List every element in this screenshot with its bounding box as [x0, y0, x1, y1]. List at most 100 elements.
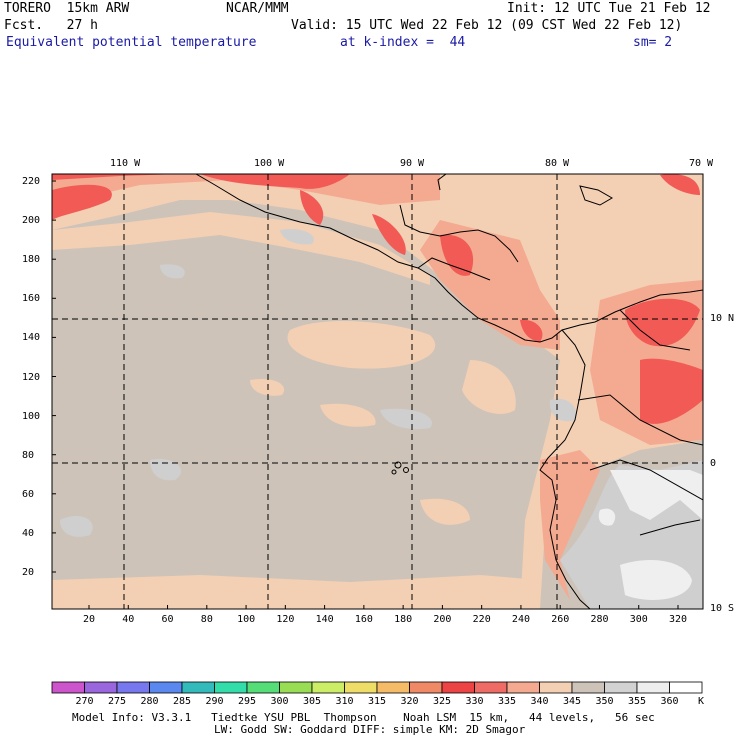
field-region-red: [300, 190, 324, 225]
field-region-grey: [160, 264, 185, 279]
colorbar-unit: K: [698, 696, 705, 707]
colorbar-cell: [51, 681, 85, 694]
lat-label: 0: [710, 458, 717, 469]
x-tick-label: 100: [237, 614, 256, 625]
y-tick-label: 40: [22, 527, 35, 539]
axis-ticks: [52, 180, 679, 609]
lon-label: 110 W: [110, 158, 141, 169]
coastline: [437, 174, 447, 191]
colorbar-label: 330: [465, 696, 484, 707]
colorbar-label: 285: [173, 696, 192, 707]
smoothing-label: sm= 2: [633, 35, 673, 50]
map-field: [52, 174, 703, 609]
forecast-hour: Fcst. 27 h: [4, 18, 98, 33]
lat-label: 10 N: [710, 313, 735, 324]
field-region-peach: [420, 498, 470, 525]
x-tick-label: 40: [122, 614, 135, 625]
y-tick-label: 120: [22, 371, 41, 383]
field-region-peach: [250, 379, 285, 396]
colorbar-cell: [539, 681, 573, 694]
colorbar-cell: [669, 681, 703, 694]
coastlines: [195, 174, 703, 609]
border: [639, 519, 701, 536]
border: [619, 309, 691, 351]
lon-label: 100 W: [254, 158, 285, 169]
field-region-grey: [280, 228, 314, 245]
x-tick-label: 300: [629, 614, 648, 625]
colorbar-cell: [84, 681, 118, 694]
colorbar-cell: [571, 681, 605, 694]
field-region-red: [52, 174, 180, 180]
x-tick-label: 320: [669, 614, 688, 625]
level-index: at k-index = 44: [340, 35, 466, 50]
y-tick-label: 140: [22, 332, 41, 344]
lon-label: 90 W: [400, 158, 425, 169]
x-tick-label: 220: [472, 614, 491, 625]
colorbar-label: 310: [335, 696, 354, 707]
colorbar-cell: [279, 681, 313, 694]
field-region-red: [520, 319, 543, 342]
colorbar-label: 295: [238, 696, 257, 707]
y-tick-label: 80: [22, 449, 35, 461]
x-tick-label: 140: [315, 614, 334, 625]
field-region-grey: [380, 408, 432, 430]
field-region-peach: [52, 575, 540, 609]
colorbar-cell: [214, 681, 248, 694]
field-region-grey: [549, 398, 576, 422]
island: [391, 469, 397, 475]
field-region-red: [660, 174, 700, 195]
y-tick-label: 60: [22, 488, 35, 500]
graticule: [52, 174, 703, 609]
colorbar-cell: [376, 681, 410, 694]
x-tick-label: 240: [511, 614, 530, 625]
colorbar-cell: [149, 681, 183, 694]
field-region-peach: [320, 403, 376, 427]
x-tick-label: 160: [354, 614, 373, 625]
field-region-red: [640, 358, 703, 424]
field-region-peach: [287, 320, 436, 369]
colorbar-label: 350: [595, 696, 614, 707]
field-region-salmon: [540, 450, 600, 600]
y-tick-label: 100: [22, 410, 41, 422]
valid-time: Valid: 15 UTC Wed 22 Feb 12 (09 CST Wed …: [291, 18, 683, 33]
field-region-red: [625, 298, 700, 347]
border: [417, 257, 491, 281]
island: [394, 461, 402, 469]
field-region-red: [372, 214, 406, 255]
x-tick-label: 80: [200, 614, 213, 625]
field-region-peach: [52, 212, 430, 285]
colorbar-label: 275: [108, 696, 127, 707]
colorbar-label: 300: [270, 696, 289, 707]
coastline: [195, 174, 703, 343]
colorbar-label: 305: [303, 696, 322, 707]
field-region-white: [598, 508, 616, 526]
colorbar-cell: [474, 681, 508, 694]
colorbar-cell: [409, 681, 443, 694]
model-physics: LW: Godd SW: Goddard DIFF: simple KM: 2D…: [214, 723, 526, 736]
field-region-red: [440, 234, 474, 276]
border: [589, 459, 703, 501]
colorbar-label: 325: [433, 696, 452, 707]
org-label: NCAR/MMM: [226, 1, 289, 16]
field-region-red: [52, 184, 112, 220]
field-region-peach: [462, 360, 516, 414]
colorbar-label: 315: [368, 696, 387, 707]
colorbar-label: 345: [563, 696, 582, 707]
y-tick-label: 160: [22, 293, 41, 305]
init-time: Init: 12 UTC Tue 21 Feb 12: [507, 1, 711, 16]
lat-label: 10 S: [710, 603, 735, 614]
y-tick-label: 200: [22, 215, 41, 227]
colorbar-label: 280: [140, 696, 159, 707]
x-tick-label: 60: [161, 614, 174, 625]
x-tick-label: 280: [590, 614, 609, 625]
coastline: [539, 329, 591, 609]
colorbar-label: 335: [498, 696, 517, 707]
model-title: TORERO 15km ARW: [4, 1, 130, 16]
colorbar-cell: [506, 681, 540, 694]
colorbar-label: 320: [400, 696, 419, 707]
x-tick-label: 200: [433, 614, 452, 625]
colorbar-cell: [441, 681, 475, 694]
y-tick-label: 220: [22, 176, 41, 187]
